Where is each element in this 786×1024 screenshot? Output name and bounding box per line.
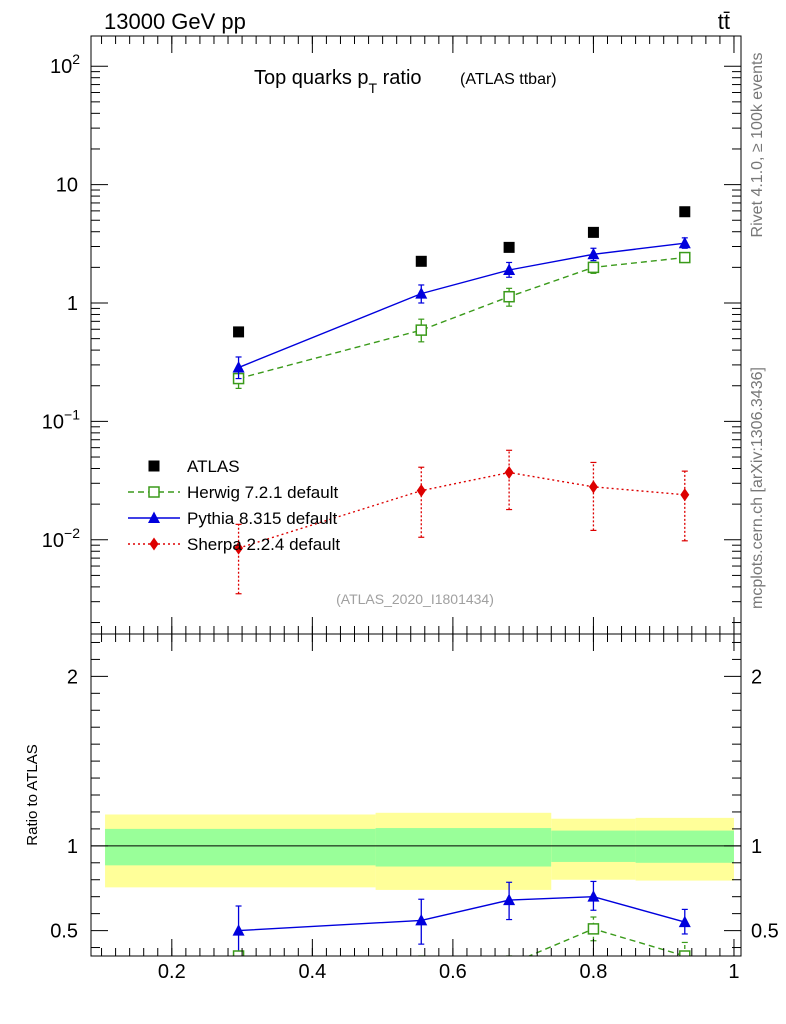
atlas-point: [679, 206, 691, 218]
ratio-herwig-7-2-1-default-point: [679, 950, 691, 956]
ratio-y-tick-label-right: 1: [751, 836, 762, 858]
pythia-8-315-default-point: [587, 247, 600, 260]
ratio-y-tick-label-right: 2: [751, 666, 762, 688]
y-tick-label: 10−1: [42, 406, 80, 433]
legend-label-herwig-7-2-1-default: Herwig 7.2.1 default: [187, 483, 338, 502]
uncertainty-band-inner: [635, 830, 734, 863]
legend-marker-sherpa-2-2-4-default: [149, 537, 159, 551]
sherpa-2-2-4-default-point: [234, 541, 244, 555]
x-tick-label: 0.8: [580, 961, 608, 983]
herwig-7-2-1-default-point: [587, 261, 600, 274]
process-label: tt̄: [718, 9, 730, 34]
atlas-point: [233, 326, 245, 338]
ratio-herwig-7-2-1-default-point: [232, 950, 245, 956]
ratio-pythia-8-315-default-point: [232, 924, 245, 936]
legend-marker-pythia-8-315-default: [148, 511, 160, 523]
ratio-pythia-8-315-default-point: [415, 913, 428, 926]
herwig-7-2-1-default-point: [503, 290, 515, 303]
y-tick-label: 1: [67, 293, 78, 315]
ratio-pythia-8-315-default-line: [238, 895, 685, 932]
analysis-watermark: (ATLAS_2020_I1801434): [336, 591, 494, 607]
atlas-point: [415, 255, 427, 267]
ratio-pythia-8-315-default-point: [587, 890, 600, 902]
ratio-y-tick-label-right: 0.5: [751, 921, 779, 943]
ratio-y-tick-label-left: 0.5: [50, 921, 78, 943]
ratio-pythia-8-315-default-point: [503, 893, 516, 906]
mcplots-label: mcplots.cern.ch [arXiv:1306.3436]: [749, 367, 766, 609]
legend-marker-herwig-7-2-1-default: [148, 486, 160, 498]
chart-title-subscript: T: [369, 80, 378, 96]
atlas-point: [503, 241, 515, 253]
atlas-point: [587, 226, 599, 238]
herwig-7-2-1-default-line: [238, 256, 685, 380]
chart-title: Top quarks pT ratio: [254, 67, 422, 96]
herwig-7-2-1-default-point: [679, 251, 691, 264]
y-tick-label: 10: [56, 175, 78, 197]
ratio-y-tick-label-left: 2: [67, 666, 78, 688]
x-tick-label: 0.2: [158, 961, 186, 983]
sherpa-2-2-4-default-point: [680, 488, 690, 502]
rivet-label: Rivet 4.1.0, ≥ 100k events: [749, 53, 766, 238]
ratio-y-axis-label: Ratio to ATLAS: [24, 744, 41, 845]
ratio-herwig-7-2-1-default-point: [587, 923, 600, 935]
y-tick-label: 10−2: [42, 525, 80, 552]
sherpa-2-2-4-default-point: [416, 484, 426, 498]
pythia-8-315-default-point: [415, 287, 428, 299]
uncertainty-band-inner: [105, 828, 376, 866]
herwig-7-2-1-default-point: [415, 324, 428, 336]
chart-title-suffix: (ATLAS ttbar): [460, 71, 557, 88]
pythia-8-315-default-point: [678, 236, 691, 249]
ratio-herwig-7-2-1-default-line: [238, 928, 685, 956]
main-panel: 102 10 1 10−1 10−2 Top quarks pT ratio (ATLA…: [42, 35, 742, 635]
pythia-8-315-default-line: [238, 242, 685, 369]
ratio-panel: 0.2 0.4 0.6 0.8 1 0.5 0.5 1 1 2 2 Ratio to ATLAS: [24, 633, 779, 983]
x-tick-label: 0.4: [298, 961, 326, 983]
x-tick-label: 1: [728, 961, 739, 983]
ratio-herwig-7-2-1-default-point: [504, 959, 514, 969]
ratio-pythia-8-315-default-point: [678, 915, 691, 928]
chart-title-rest: ratio: [377, 67, 421, 89]
legend-label-sherpa-2-2-4-default: Sherpa 2.2.4 default: [187, 535, 340, 554]
ratio-y-tick-label-left: 1: [67, 836, 78, 858]
x-tick-label: 0.6: [439, 961, 467, 983]
legend-marker-atlas: [148, 460, 160, 472]
pythia-8-315-default-point: [503, 263, 516, 275]
legend-label-pythia-8-315-default: Pythia 8.315 default: [187, 509, 338, 528]
y-tick-label: 102: [50, 51, 80, 78]
energy-label: 13000 GeV pp: [104, 9, 246, 34]
ratio-frame: [90, 633, 742, 957]
sherpa-2-2-4-default-point: [504, 466, 514, 480]
pythia-8-315-default-point: [232, 361, 245, 373]
sherpa-2-2-4-default-point: [588, 480, 598, 494]
uncertainty-band-inner: [375, 828, 552, 867]
legend-label-atlas: ATLAS: [187, 457, 240, 476]
chart-title-main: Top quarks p: [254, 67, 369, 89]
ratio-herwig-7-2-1-default-point: [416, 959, 426, 969]
legend: ATLAS Herwig 7.2.1 default Pythia 8.315 de…: [128, 457, 340, 554]
